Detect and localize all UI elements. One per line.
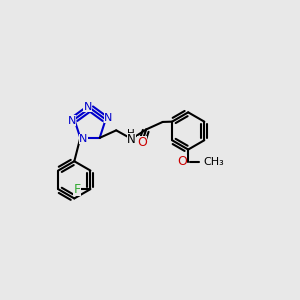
Text: H: H	[127, 129, 135, 139]
Text: N: N	[127, 133, 136, 146]
Text: O: O	[177, 155, 187, 168]
Text: N: N	[68, 116, 76, 126]
Text: N: N	[104, 113, 112, 123]
Text: O: O	[137, 136, 147, 149]
Text: CH₃: CH₃	[203, 157, 224, 166]
Text: N: N	[83, 102, 92, 112]
Text: F: F	[73, 183, 80, 196]
Text: N: N	[79, 134, 88, 144]
